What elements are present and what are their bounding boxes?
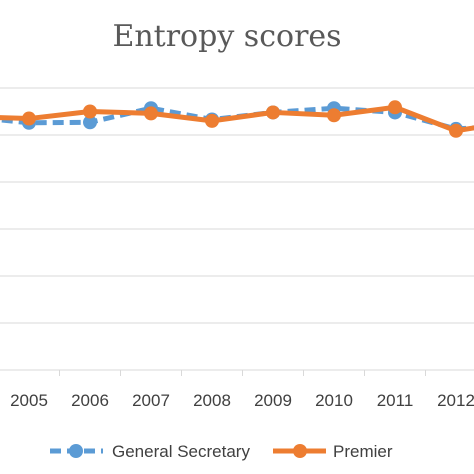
legend-label-premier: Premier [333, 442, 393, 461]
x-tick-label-2008: 2008 [193, 391, 231, 410]
point-premier-2005 [22, 111, 36, 126]
legend-item-premier: Premier [273, 442, 393, 461]
point-premier-2007 [144, 106, 158, 121]
series-layer [0, 100, 474, 138]
legend-item-general-secretary: General Secretary [50, 442, 250, 461]
x-tick-label-2007: 2007 [132, 391, 170, 410]
point-general-secretary-2006 [83, 115, 97, 130]
point-premier-2006 [83, 104, 97, 119]
point-premier-2009 [266, 105, 280, 120]
point-premier-2011 [388, 100, 402, 115]
series-line-premier [0, 104, 474, 134]
series-premier [0, 100, 474, 138]
point-premier-2012 [449, 123, 463, 138]
x-tick-label-2011: 2011 [377, 391, 414, 410]
point-premier-2008 [205, 113, 219, 128]
legend-marker-general-secretary [69, 444, 83, 458]
legend: General Secretary Premier [50, 442, 393, 461]
legend-marker-premier [293, 444, 307, 458]
chart-title: Entropy scores [112, 19, 341, 54]
x-tick-label-2010: 2010 [315, 391, 353, 410]
point-premier-2010 [327, 108, 341, 123]
gridlines [0, 87, 474, 324]
x-tick-label-2009: 2009 [254, 391, 292, 410]
legend-label-general-secretary: General Secretary [112, 442, 250, 461]
x-tick-label-2012: 2012 [437, 391, 474, 410]
x-tick-label-2006: 2006 [71, 391, 109, 410]
x-tick-labels: 2004200520062007200820092010201120122013 [10, 370, 474, 410]
x-tick-label-2005: 2005 [10, 391, 48, 410]
